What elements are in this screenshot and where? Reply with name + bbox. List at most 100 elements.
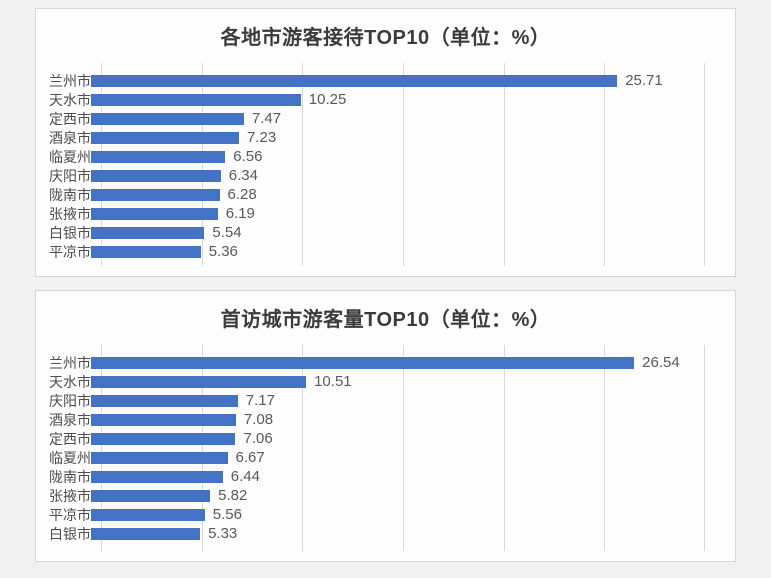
- category-label: 定西市: [49, 110, 91, 127]
- category-label: 临夏州: [49, 449, 91, 466]
- value-label: 10.51: [314, 373, 352, 390]
- bar: [91, 169, 221, 182]
- bar-track: 10.51: [91, 372, 705, 391]
- bar: [91, 131, 239, 144]
- bar-track: 5.56: [91, 505, 705, 524]
- gridline: [101, 345, 102, 551]
- bar: [91, 375, 307, 388]
- bar-track: 6.44: [91, 467, 705, 486]
- value-label: 7.23: [246, 129, 277, 146]
- bar-row: 酒泉市 7.23: [49, 128, 705, 147]
- bar-track: 5.82: [91, 486, 705, 505]
- value-label: 5.54: [212, 224, 242, 241]
- value-label: 6.56: [233, 148, 263, 165]
- bar-track: 6.56: [91, 147, 705, 166]
- bar: [91, 432, 236, 445]
- gridline: [302, 345, 304, 551]
- bar-track: 6.19: [91, 204, 705, 223]
- gridline: [503, 345, 505, 551]
- bar-row: 白银市 5.54: [49, 223, 705, 242]
- bar: [91, 207, 218, 220]
- bar: [91, 394, 238, 407]
- category-label: 张掖市: [49, 205, 91, 222]
- category-label: 庆阳市: [49, 167, 91, 184]
- bar-track: 7.17: [91, 391, 705, 410]
- bar: [91, 112, 244, 125]
- bar-track: 10.25: [91, 90, 705, 109]
- category-label: 白银市: [49, 224, 91, 241]
- category-label: 张掖市: [49, 487, 91, 504]
- gridline: [403, 63, 404, 266]
- bar: [91, 245, 201, 258]
- category-label: 兰州市: [49, 354, 91, 371]
- category-label: 陇南市: [49, 186, 91, 203]
- value-label: 6.67: [235, 449, 265, 466]
- value-label: 5.33: [208, 525, 238, 542]
- bar-row: 天水市 10.25: [49, 90, 705, 109]
- bar: [91, 74, 618, 87]
- bar-row: 庆阳市 6.34: [49, 166, 705, 185]
- bar-row: 临夏州 6.56: [49, 147, 705, 166]
- bar-row: 定西市 7.47: [49, 109, 705, 128]
- gridline: [604, 63, 606, 266]
- bar-track: 25.71: [91, 71, 705, 90]
- bar: [91, 413, 236, 426]
- category-label: 平凉市: [49, 506, 91, 523]
- bar-row: 临夏州 6.67: [49, 448, 705, 467]
- gridline: [201, 345, 203, 551]
- bar-row: 天水市 10.51: [49, 372, 705, 391]
- category-label: 临夏州: [49, 148, 91, 165]
- bar-track: 6.28: [91, 185, 705, 204]
- bar: [91, 150, 226, 163]
- category-label: 兰州市: [49, 72, 91, 89]
- gridline: [503, 63, 505, 266]
- value-label: 26.54: [642, 354, 680, 371]
- chart-plot-area: 兰州市 26.54 天水市 10.51 庆阳市 7.17 酒泉市 7.08 定西市 7.06 临夏州…: [49, 345, 705, 551]
- gridline: [704, 63, 705, 266]
- bar-rows: 兰州市 26.54 天水市 10.51 庆阳市 7.17 酒泉市 7.08 定西市 7.06 临夏州…: [49, 345, 705, 550]
- bar-row: 白银市 5.33: [49, 524, 705, 543]
- chart-plot-area: 兰州市 25.71 天水市 10.25 定西市 7.47 酒泉市 7.23 临夏州 6.56 庆阳市…: [49, 63, 705, 266]
- gridline: [302, 63, 304, 266]
- chart-panel-first-visit-city: 首访城市游客量TOP10（单位：%） 兰州市 26.54 天水市 10.51 庆阳市 7.…: [35, 290, 736, 562]
- bar-row: 张掖市 5.82: [49, 486, 705, 505]
- bar-track: 5.36: [91, 242, 705, 261]
- category-label: 庆阳市: [49, 392, 91, 409]
- category-label: 酒泉市: [49, 129, 91, 146]
- value-label: 6.44: [230, 468, 260, 485]
- bar-row: 陇南市 6.44: [49, 467, 705, 486]
- gridline: [704, 345, 705, 551]
- category-label: 天水市: [49, 91, 91, 108]
- bar-track: 7.06: [91, 429, 705, 448]
- bar-row: 定西市 7.06: [49, 429, 705, 448]
- value-label: 7.17: [245, 392, 275, 409]
- value-label: 7.08: [243, 411, 274, 428]
- bar: [91, 451, 228, 464]
- bar: [91, 93, 301, 106]
- category-label: 酒泉市: [49, 411, 91, 428]
- bar-track: 5.54: [91, 223, 705, 242]
- bar-row: 庆阳市 7.17: [49, 391, 705, 410]
- bar: [91, 508, 205, 521]
- bar-row: 兰州市 26.54: [49, 353, 705, 372]
- bar: [91, 356, 635, 369]
- value-label: 7.47: [251, 110, 282, 127]
- value-label: 5.56: [212, 506, 242, 523]
- bar: [91, 226, 205, 239]
- bar-row: 酒泉市 7.08: [49, 410, 705, 429]
- category-label: 白银市: [49, 525, 91, 542]
- bar-track: 5.33: [91, 524, 705, 543]
- bar-row: 陇南市 6.28: [49, 185, 705, 204]
- category-label: 陇南市: [49, 468, 91, 485]
- bar-track: 7.08: [91, 410, 705, 429]
- grid-layer: [101, 345, 705, 551]
- value-label: 5.82: [218, 487, 248, 504]
- bar-track: 26.54: [91, 353, 705, 372]
- value-label: 6.34: [228, 167, 258, 184]
- value-label: 5.36: [208, 243, 238, 260]
- bar-row: 平凉市 5.36: [49, 242, 705, 261]
- category-label: 定西市: [49, 430, 91, 447]
- bar-row: 平凉市 5.56: [49, 505, 705, 524]
- chart-title-city-reception: 各地市游客接待TOP10（单位：%）: [220, 27, 551, 49]
- bar-track: 7.23: [91, 128, 705, 147]
